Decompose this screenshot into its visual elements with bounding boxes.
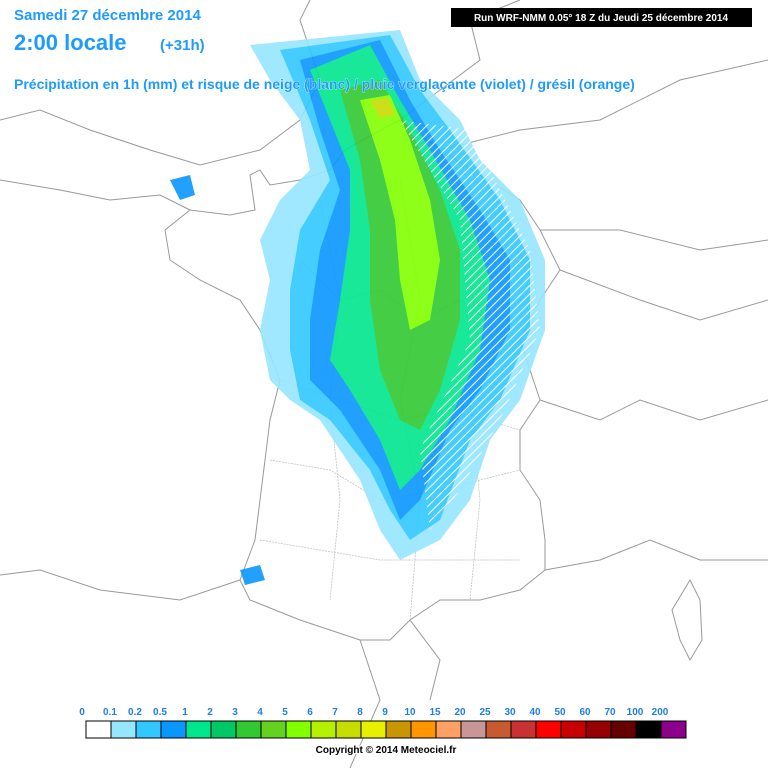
legend-label: 30 bbox=[504, 707, 516, 718]
legend-swatch bbox=[185, 720, 212, 739]
legend-swatch bbox=[485, 720, 512, 739]
legend-label: 9 bbox=[382, 707, 388, 718]
legend-label: 200 bbox=[652, 707, 669, 718]
legend-swatch bbox=[585, 720, 612, 739]
legend-swatch bbox=[85, 720, 112, 739]
legend-swatch bbox=[410, 720, 437, 739]
legend-label: 2 bbox=[207, 707, 213, 718]
legend-swatch bbox=[435, 720, 462, 739]
legend-swatch bbox=[260, 720, 287, 739]
legend-swatch bbox=[635, 720, 662, 739]
legend-swatch bbox=[610, 720, 637, 739]
legend-swatch bbox=[460, 720, 487, 739]
legend-swatch bbox=[210, 720, 237, 739]
legend-label: 0.2 bbox=[128, 707, 142, 718]
legend-swatch bbox=[385, 720, 412, 739]
legend-label: 20 bbox=[454, 707, 466, 718]
legend-label: 0.1 bbox=[103, 707, 117, 718]
legend-swatch bbox=[310, 720, 337, 739]
legend-label: 7 bbox=[332, 707, 338, 718]
forecast-offset: (+31h) bbox=[160, 37, 205, 54]
legend-label: 60 bbox=[579, 707, 591, 718]
map-date: Samedi 27 décembre 2014 bbox=[14, 7, 201, 24]
run-label: Run WRF-NMM 0.05° 18 Z du Jeudi 25 décem… bbox=[474, 13, 729, 24]
legend-swatch bbox=[110, 720, 137, 739]
legend-swatch bbox=[160, 720, 187, 739]
legend-label: 8 bbox=[357, 707, 363, 718]
legend-label: 40 bbox=[529, 707, 541, 718]
legend-swatch bbox=[335, 720, 362, 739]
legend-swatch bbox=[285, 720, 312, 739]
legend-label: 0.5 bbox=[153, 707, 167, 718]
legend-label: 15 bbox=[429, 707, 441, 718]
legend-label: 100 bbox=[627, 707, 644, 718]
legend-swatch bbox=[660, 720, 687, 739]
map-subtitle: Précipitation en 1h (mm) et risque de ne… bbox=[14, 76, 635, 92]
legend-label: 5 bbox=[282, 707, 288, 718]
legend: 0 0.1 0.2 0.5 1 2 3 4 5 6 7 8 9 10 15 20 25 30 40 50 60 70 100… bbox=[79, 707, 687, 739]
legend-label: 0 bbox=[79, 707, 85, 718]
legend-label: 25 bbox=[479, 707, 491, 718]
legend-swatch bbox=[535, 720, 562, 739]
legend-swatch bbox=[360, 720, 387, 739]
map-time: 2:00 locale bbox=[14, 30, 127, 55]
legend-swatch bbox=[235, 720, 262, 739]
legend-swatch bbox=[135, 720, 162, 739]
legend-label: 1 bbox=[182, 707, 188, 718]
run-box bbox=[451, 8, 752, 27]
legend-label: 70 bbox=[604, 707, 616, 718]
legend-swatch bbox=[510, 720, 537, 739]
legend-label: 50 bbox=[554, 707, 566, 718]
legend-label: 10 bbox=[404, 707, 416, 718]
legend-label: 3 bbox=[232, 707, 238, 718]
precipitation bbox=[170, 30, 545, 585]
copyright: Copyright © 2014 Meteociel.fr bbox=[316, 745, 457, 756]
legend-label: 4 bbox=[257, 707, 263, 718]
legend-swatch bbox=[560, 720, 587, 739]
legend-label: 6 bbox=[307, 707, 313, 718]
